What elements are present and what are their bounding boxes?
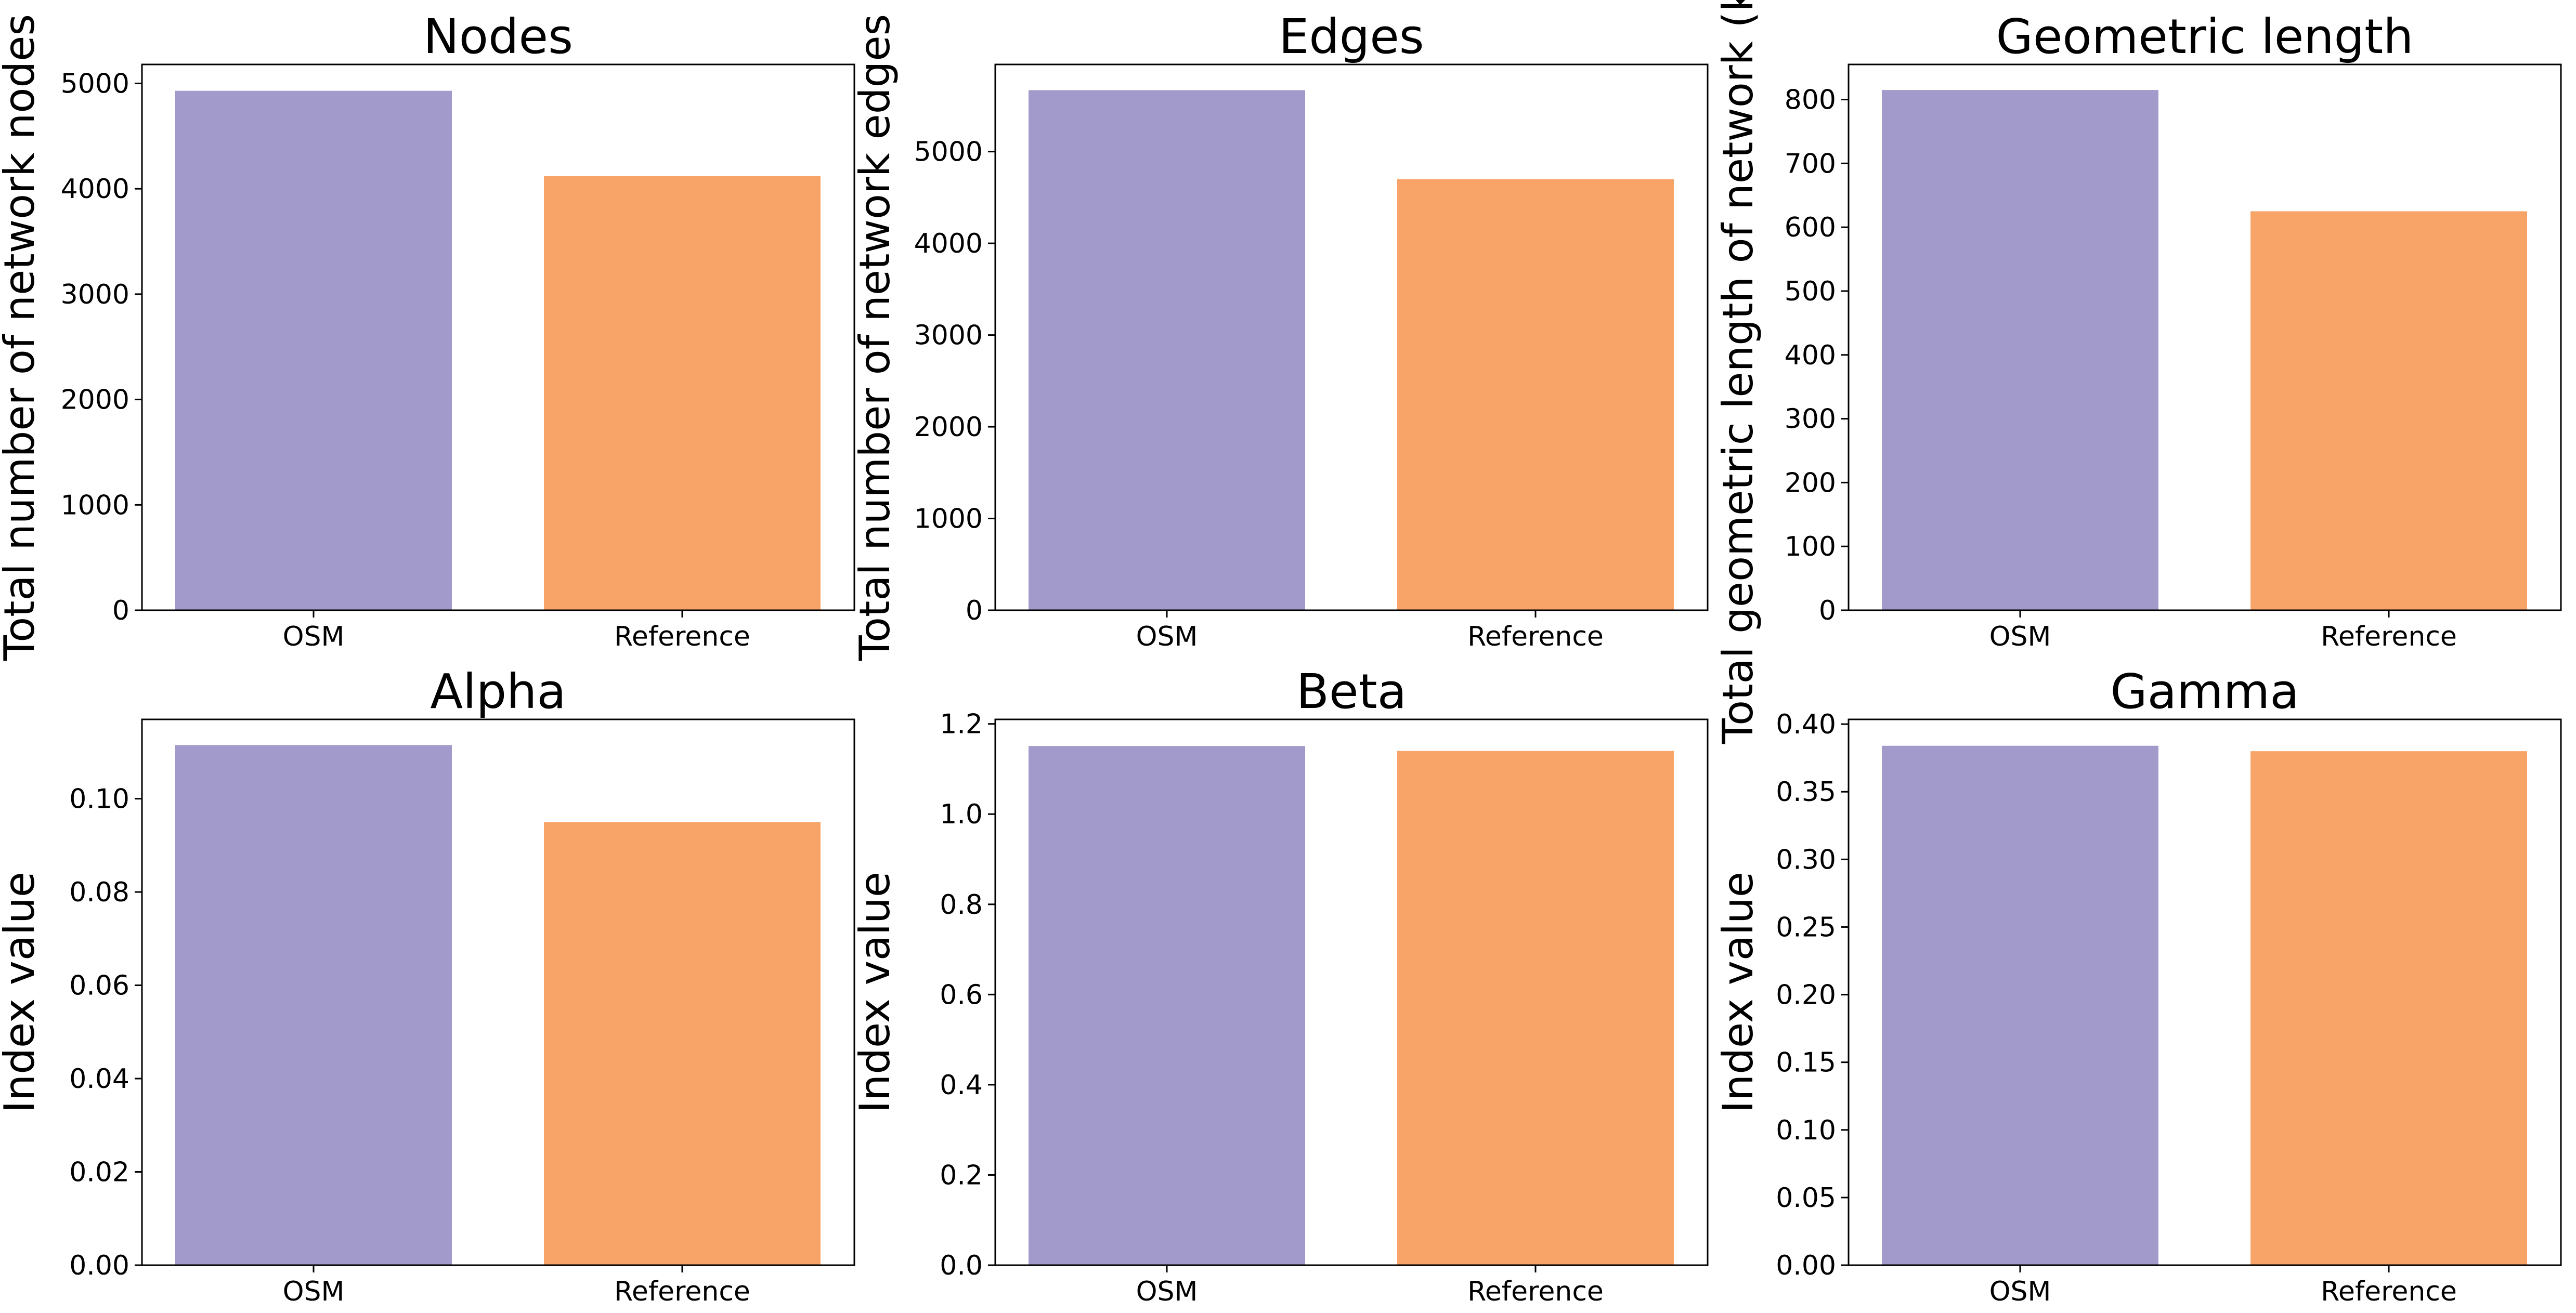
y-tick-label: 4000	[61, 174, 129, 205]
y-tick-label: 0	[966, 595, 983, 626]
y-tick-label: 3000	[914, 320, 983, 351]
y-tick-label: 0	[112, 595, 129, 626]
bar-reference	[1397, 179, 1674, 610]
y-tick-label: 0.6	[940, 979, 983, 1010]
chart-title: Beta	[1296, 664, 1407, 719]
axis-frame	[994, 718, 1709, 1266]
bar-reference	[1397, 751, 1674, 1265]
bar-reference	[544, 822, 821, 1265]
bar-osm	[175, 90, 452, 611]
y-tick-label: 0.2	[940, 1160, 983, 1191]
chart-panel-beta: 0.0 0.2 0.4 0.6 0.8 1.0 1.2 OSM Reference Beta Ind…	[851, 664, 1709, 1307]
y-tick-label: 1000	[914, 504, 983, 535]
x-tick-label-osm: OSM	[1989, 1276, 2051, 1307]
x-tick-label-reference: Reference	[614, 1276, 750, 1307]
y-axis-label: Index value	[1714, 872, 1762, 1113]
x-tick-label-osm: OSM	[1136, 621, 1198, 652]
y-tick-label: 0.05	[1776, 1183, 1836, 1214]
x-tick-label-osm: OSM	[1989, 621, 2051, 652]
y-tick-label: 0.00	[69, 1250, 129, 1281]
y-tick-label: 1.0	[940, 799, 983, 830]
x-tick-label-reference: Reference	[614, 621, 750, 652]
y-tick-label: 800	[1785, 85, 1836, 116]
axis-frame	[141, 63, 855, 611]
x-tick-label-osm: OSM	[283, 1276, 345, 1307]
y-tick-label: 0.00	[1776, 1250, 1836, 1281]
axis-frame	[1848, 718, 2562, 1266]
x-tick-label-reference: Reference	[2321, 621, 2457, 652]
axis-frame	[1848, 63, 2562, 611]
x-tick-label-reference: Reference	[1467, 621, 1604, 652]
chart-title: Gamma	[2110, 664, 2299, 719]
y-axis-label: Total geometric length of network (km)	[1714, 0, 1762, 744]
y-axis-label: Index value	[0, 872, 44, 1113]
y-tick-label: 700	[1785, 148, 1836, 179]
bar-reference	[2250, 211, 2527, 610]
y-tick-label: 0.10	[1776, 1115, 1836, 1146]
y-tick-label: 5000	[61, 68, 129, 99]
chart-title: Nodes	[423, 9, 573, 64]
bar-reference	[544, 176, 821, 610]
y-tick-label: 0.04	[69, 1063, 129, 1095]
y-tick-label: 0.30	[1776, 844, 1836, 875]
y-tick-label: 0	[1819, 595, 1836, 626]
bar-osm	[1029, 90, 1305, 611]
y-tick-label: 2000	[914, 412, 983, 443]
y-tick-label: 0.08	[69, 877, 129, 908]
chart-panel-geometric-length: 0 100 200 300 400 500 600 700 800 OSM Reference Geo…	[1714, 0, 2562, 744]
y-tick-label: 3000	[61, 279, 129, 310]
y-tick-label: 1.2	[940, 709, 983, 740]
x-tick-label-reference: Reference	[1467, 1276, 1604, 1307]
x-tick-label-osm: OSM	[1136, 1276, 1198, 1307]
y-tick-label: 600	[1785, 212, 1836, 243]
y-tick-label: 0.20	[1776, 980, 1836, 1011]
bar-osm	[1029, 746, 1305, 1265]
y-tick-label: 0.15	[1776, 1047, 1836, 1079]
y-tick-label: 200	[1785, 467, 1836, 498]
axis-frame	[141, 718, 855, 1266]
y-axis-label: Total number of network nodes	[0, 14, 44, 661]
y-tick-label: 500	[1785, 276, 1836, 307]
axis-frame	[994, 63, 1709, 611]
y-tick-label: 0.25	[1776, 912, 1836, 943]
y-tick-label: 0.40	[1776, 709, 1836, 740]
bar-reference	[2250, 751, 2527, 1265]
y-axis-label: Total number of network edges	[851, 14, 899, 661]
chart-title: Edges	[1279, 9, 1424, 64]
y-tick-label: 5000	[914, 137, 983, 168]
bar-osm	[175, 745, 452, 1265]
chart-title: Alpha	[430, 664, 566, 719]
y-tick-label: 0.10	[69, 784, 129, 815]
x-tick-label-reference: Reference	[2321, 1276, 2457, 1307]
y-tick-label: 100	[1785, 531, 1836, 562]
y-tick-label: 0.02	[69, 1157, 129, 1188]
chart-panel-edges: 0 1000 2000 3000 4000 5000 OSM Reference Edges To…	[851, 9, 1709, 661]
y-axis-label: Index value	[851, 872, 899, 1113]
chart-panel-gamma: 0.00 0.05 0.10 0.15 0.20 0.25 0.30 0.35 0.40 OSM R…	[1714, 664, 2562, 1307]
y-tick-label: 0.8	[940, 889, 983, 921]
chart-panel-nodes: 0 1000 2000 3000 4000 5000 OSM Reference Nodes To…	[0, 9, 855, 661]
y-tick-label: 2000	[61, 385, 129, 416]
bar-osm	[1882, 745, 2158, 1265]
chart-panel-alpha: 0.00 0.02 0.04 0.06 0.08 0.10 OSM Reference Alph…	[0, 664, 855, 1307]
y-tick-label: 4000	[914, 228, 983, 259]
x-tick-label-osm: OSM	[283, 621, 345, 652]
y-tick-label: 0.06	[69, 970, 129, 1002]
y-tick-label: 300	[1785, 404, 1836, 435]
bar-osm	[1882, 90, 2158, 610]
y-tick-label: 0.4	[940, 1070, 983, 1101]
chart-title: Geometric length	[1996, 9, 2414, 64]
y-tick-label: 1000	[61, 490, 129, 521]
y-tick-label: 0.35	[1776, 777, 1836, 808]
y-tick-label: 400	[1785, 340, 1836, 371]
y-tick-label: 0.0	[940, 1250, 983, 1281]
